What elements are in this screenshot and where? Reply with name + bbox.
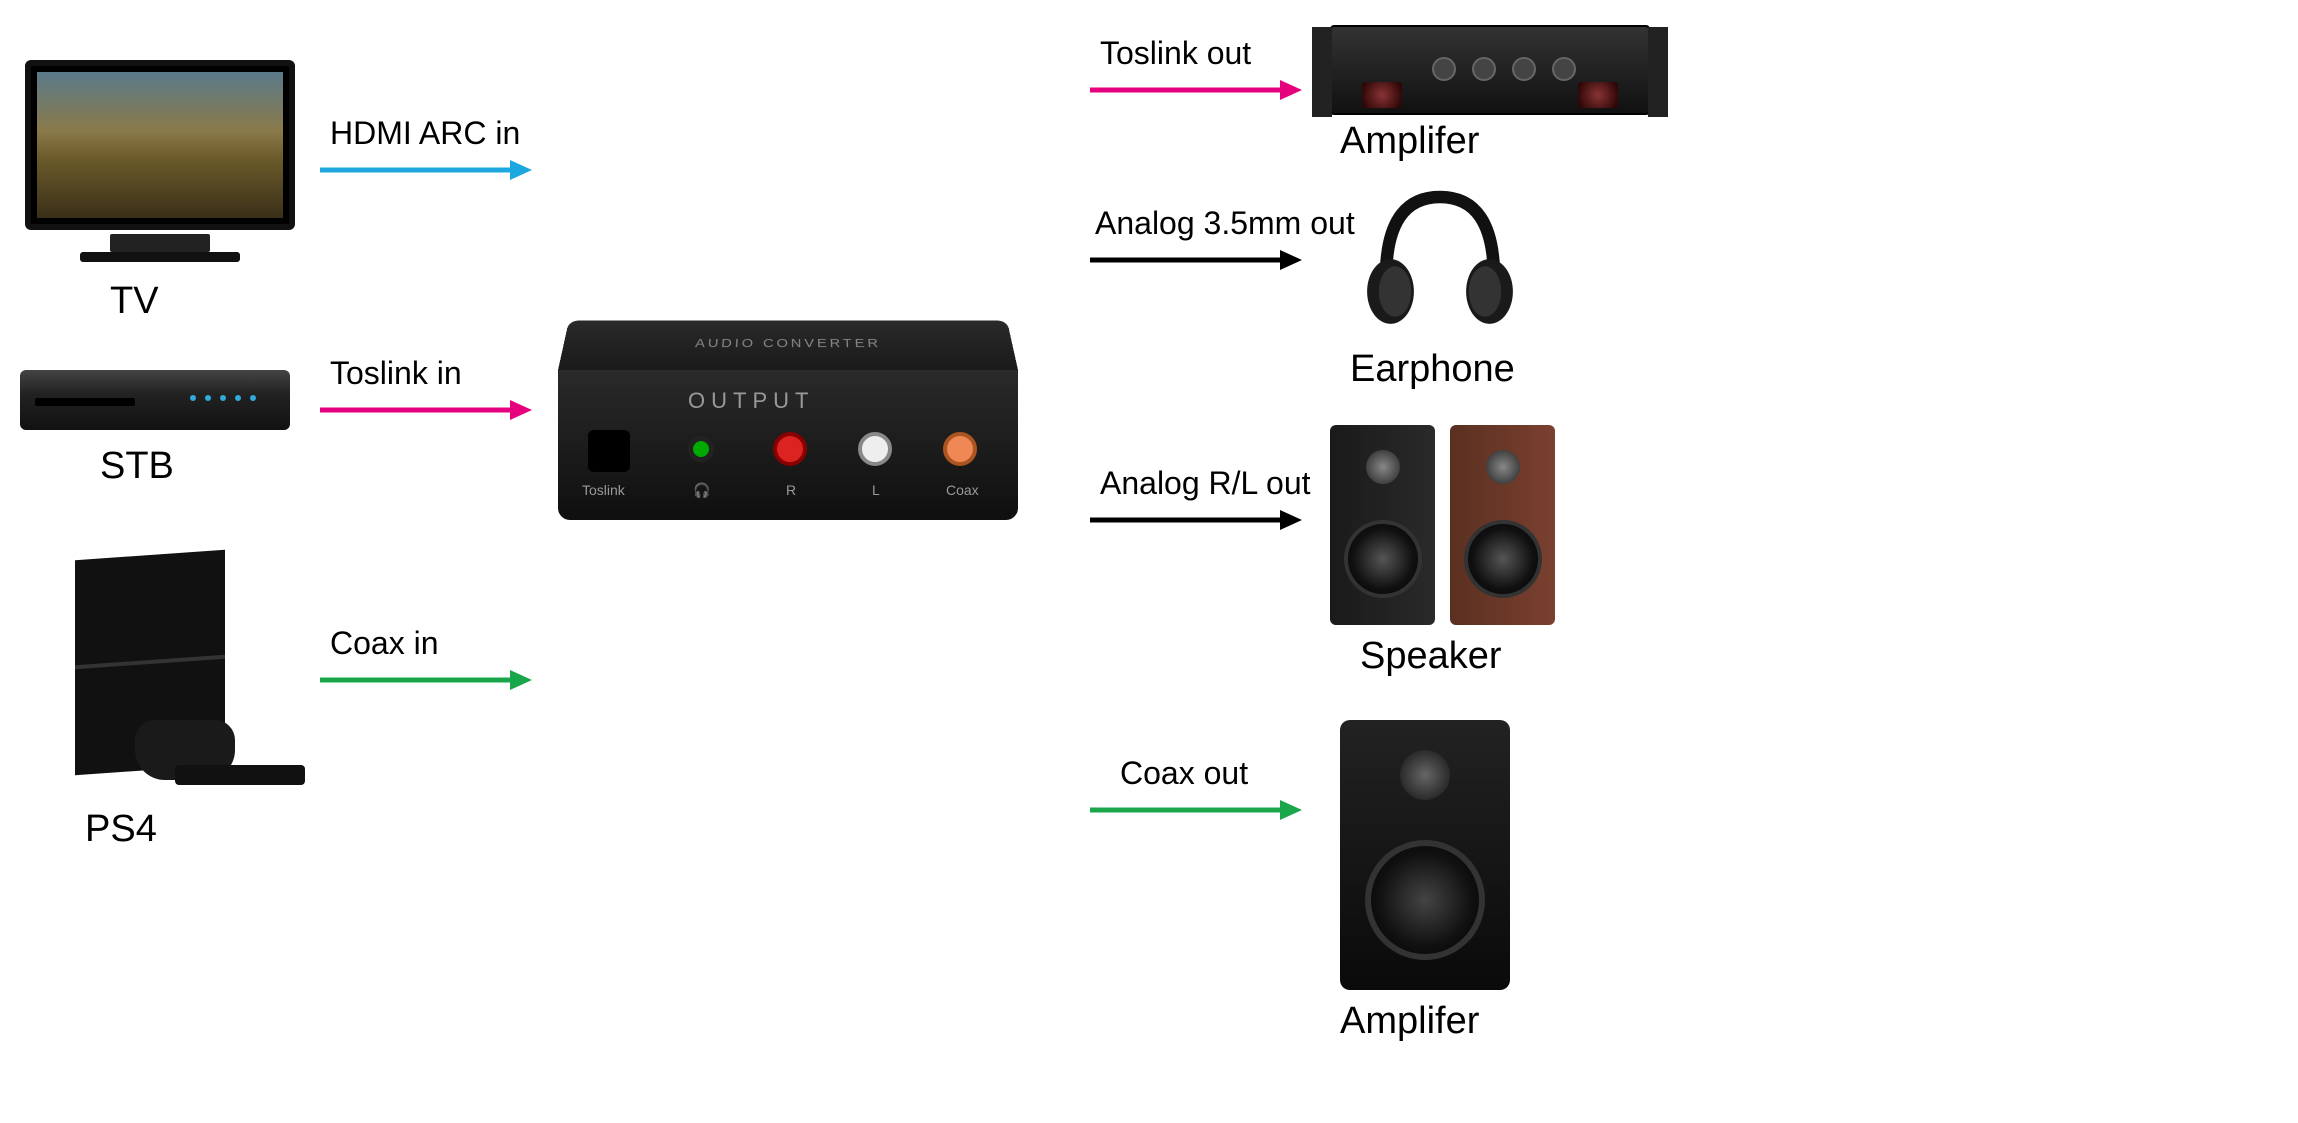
arrow-label-analog-35: Analog 3.5mm out [1095,205,1355,242]
label-speaker: Speaker [1360,635,1502,678]
arrow-toslink-out [1090,75,1305,105]
arrow-label-analog-rl: Analog R/L out [1100,465,1311,502]
arrow-toslink-in [320,395,535,425]
port-label-headphone: 🎧 [693,482,710,499]
label-amplifier-2: Amplifer [1340,1000,1479,1043]
arrow-analog-rl-out [1090,505,1305,535]
port-coax [943,432,977,466]
port-label-l: L [872,482,880,498]
arrow-analog-35-out [1090,245,1305,275]
device-earphone [1350,170,1530,355]
port-rca-l [858,432,892,466]
port-toslink [588,430,630,472]
device-amplifier-rack [1330,25,1650,115]
label-amplifier-1: Amplifer [1340,120,1479,163]
port-label-coax: Coax [946,482,979,498]
arrow-coax-out [1090,795,1305,825]
device-speakers [1330,425,1570,645]
device-tv [25,60,295,262]
converter-top-label: AUDIO CONVERTER [558,321,1018,370]
label-earphone: Earphone [1350,348,1515,391]
converter-output-label: OUTPUT [688,388,814,414]
device-amplifier-speaker [1340,720,1510,990]
arrow-label-toslink-in: Toslink in [330,355,462,392]
arrow-label-coax-out: Coax out [1120,755,1248,792]
port-rca-r [773,432,807,466]
port-label-r: R [786,482,796,498]
device-ps4 [75,555,305,795]
arrow-label-toslink-out: Toslink out [1100,35,1251,72]
arrow-coax-in [320,665,535,695]
audio-converter: AUDIO CONVERTER OUTPUT Toslink 🎧 R L Coa… [558,310,1018,520]
device-stb [20,370,290,430]
label-ps4: PS4 [85,808,157,851]
arrow-label-hdmi: HDMI ARC in [330,115,520,152]
label-tv: TV [110,280,159,323]
port-label-toslink: Toslink [582,482,625,498]
arrow-hdmi-arc-in [320,155,535,185]
arrow-label-coax-in: Coax in [330,625,439,662]
port-headphone [688,436,714,462]
label-stb: STB [100,445,174,488]
